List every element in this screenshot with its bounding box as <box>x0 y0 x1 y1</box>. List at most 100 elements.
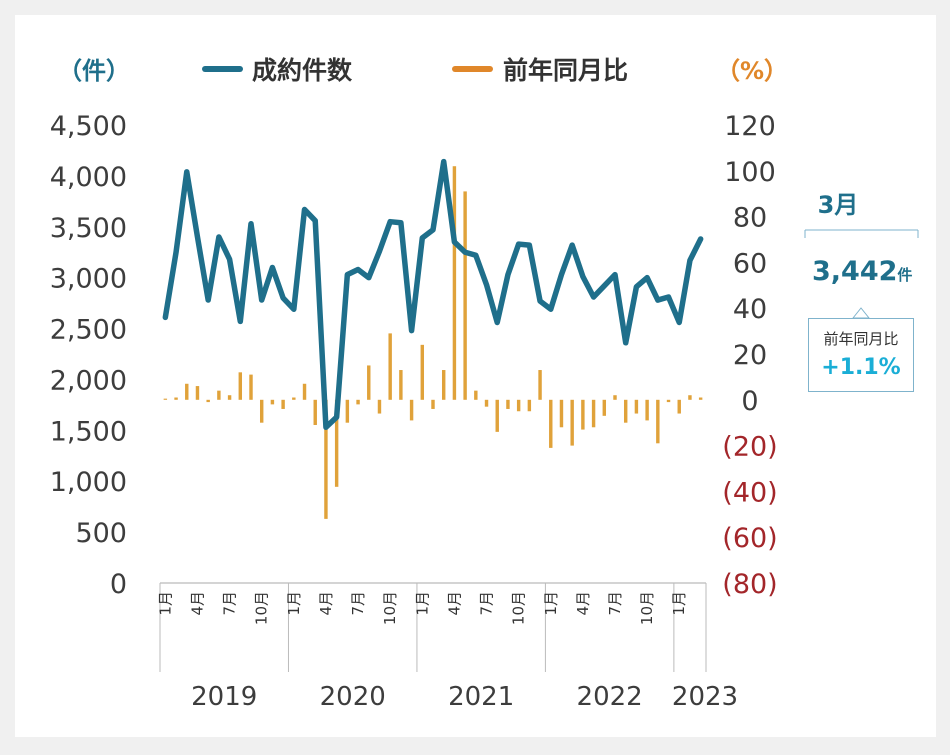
yoy-bar <box>495 399 499 432</box>
contracts-series-line <box>162 158 704 431</box>
yoy-bar <box>238 372 243 400</box>
yoy-bar <box>399 370 403 400</box>
yoy-bar <box>591 399 596 428</box>
x-year-label: 2020 <box>320 682 386 712</box>
yoy-bar <box>281 399 285 409</box>
y-right-tick-label: (40) <box>722 477 777 508</box>
legend: （件） 成約件数 前年同月比 （%） <box>58 56 788 85</box>
yoy-bar <box>559 399 564 428</box>
y-left-tick-label: 1,000 <box>50 467 127 498</box>
callout-yoy-box: 前年同月比 +1.1% <box>808 318 914 392</box>
x-month-label: 1月 <box>542 591 560 616</box>
x-month-label: 7月 <box>478 591 496 616</box>
yoy-bar <box>227 395 232 400</box>
yoy-bar <box>356 399 360 405</box>
yoy-bar <box>666 399 671 403</box>
yoy-bar <box>463 191 467 400</box>
yoy-bar <box>345 399 350 423</box>
yoy-bar <box>645 399 649 421</box>
yoy-bar <box>677 399 681 414</box>
y-left-tick-label: 4,000 <box>50 162 127 193</box>
x-year-label: 2022 <box>577 682 643 712</box>
x-year-label: 2023 <box>672 682 738 712</box>
x-month-label: 1月 <box>156 591 174 616</box>
yoy-bar <box>623 399 628 423</box>
yoy-bar <box>313 399 317 425</box>
callout-unit: 件 <box>897 266 913 284</box>
yoy-bar <box>698 397 703 400</box>
y-right-tick-label: 60 <box>733 248 767 279</box>
yoy-bar <box>367 365 371 400</box>
x-month-label: 7月 <box>221 591 239 616</box>
yoy-bar <box>602 399 607 416</box>
yoy-bar <box>163 398 168 400</box>
yoy-bar <box>688 395 692 400</box>
y-left-tick-label: 3,500 <box>50 213 127 244</box>
yoy-bar <box>581 399 585 430</box>
chart-card <box>15 15 936 737</box>
x-axis: 1月 4月 7月 10月 1月 4月 7月 10月 1月 4月 7月 10月 1月 4月 7月 10月 1月 20… <box>156 582 738 712</box>
yoy-bar <box>292 397 296 400</box>
yoy-bar <box>549 399 553 448</box>
x-month-label: 4月 <box>445 591 463 616</box>
yoy-bar <box>420 344 425 400</box>
y-right-tick-label: (80) <box>722 569 777 600</box>
x-month-label: 1月 <box>413 591 431 616</box>
yoy-bar <box>270 399 275 405</box>
yoy-bar <box>538 370 542 400</box>
yoy-bar <box>656 399 660 444</box>
x-month-label: 4月 <box>317 591 335 616</box>
yoy-bars <box>163 166 703 519</box>
yoy-bar <box>334 399 339 487</box>
y-right-tick-label: 120 <box>724 111 776 142</box>
y-right-tick-label: (20) <box>722 432 777 463</box>
yoy-bar <box>174 397 178 400</box>
callout-month: 3月 <box>817 191 859 219</box>
yoy-bar <box>409 399 414 421</box>
x-month-label: 10月 <box>638 591 656 625</box>
callout-pointer <box>851 307 871 319</box>
callout-value: 3,442 <box>812 256 898 287</box>
yoy-bar <box>206 399 210 403</box>
yoy-bar <box>302 383 307 400</box>
left-unit-label: （件） <box>58 57 130 85</box>
yoy-bar <box>452 166 457 400</box>
x-month-label: 10月 <box>381 591 399 625</box>
callout-yoy-label: 前年同月比 <box>823 330 899 348</box>
y-left-tick-label: 500 <box>75 518 127 549</box>
callout-value-wrap: 3,442件 <box>812 256 912 287</box>
yoy-bar <box>570 399 574 446</box>
x-year-label: 2021 <box>448 682 514 712</box>
yoy-bar <box>613 395 617 400</box>
x-month-label: 7月 <box>349 591 367 616</box>
y-right-tick-label: 0 <box>741 386 758 417</box>
yoy-bar <box>474 390 478 400</box>
y-left-tick-label: 1,500 <box>50 416 127 447</box>
x-month-label: 1月 <box>670 591 688 616</box>
yoy-bar <box>484 399 489 407</box>
y-left-tick-label: 4,500 <box>50 111 127 142</box>
x-month-label: 10月 <box>510 591 528 625</box>
x-month-label: 4月 <box>574 591 592 616</box>
y-left-axis: 4,500 4,000 3,500 3,000 2,500 2,000 1,500 1,000… <box>50 111 127 600</box>
x-year-label: 2019 <box>191 682 257 712</box>
y-left-tick-label: 3,000 <box>50 264 127 295</box>
x-month-label: 4月 <box>188 591 206 616</box>
yoy-bar <box>516 399 521 412</box>
yoy-bar <box>388 333 392 400</box>
y-left-tick-label: 2,000 <box>50 365 127 396</box>
callout-yoy-value: +1.1% <box>821 355 901 380</box>
legend-label-line: 成約件数 <box>252 56 353 85</box>
yoy-bar <box>634 399 639 414</box>
yoy-bar <box>431 399 435 409</box>
yoy-bar <box>324 399 328 519</box>
y-right-axis: 120 100 80 60 40 20 0 (20) (40) (60) (80) <box>722 111 777 600</box>
yoy-bar <box>249 374 253 400</box>
y-right-tick-label: 80 <box>733 203 767 234</box>
y-left-tick-label: 0 <box>110 569 127 600</box>
yoy-bar <box>217 390 221 400</box>
y-left-tick-label: 2,500 <box>50 315 127 346</box>
yoy-bar <box>195 386 200 400</box>
x-month-label: 10月 <box>253 591 271 625</box>
